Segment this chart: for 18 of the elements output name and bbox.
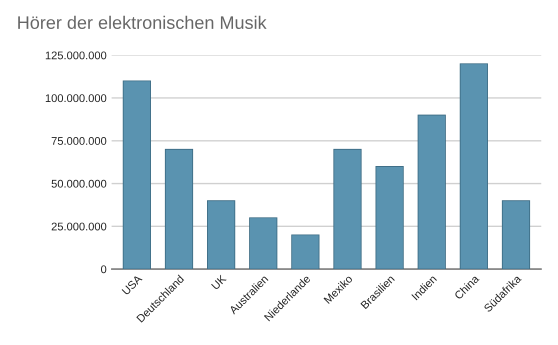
y-tick-label: 25.000.000 [52, 222, 106, 230]
bar [333, 148, 362, 270]
bar [502, 200, 530, 270]
bar [376, 166, 404, 270]
y-tick-label: 100.000.000 [46, 94, 106, 102]
bar [418, 114, 446, 270]
bar [207, 200, 236, 270]
bar [460, 63, 488, 270]
bar [122, 80, 151, 270]
y-tick-label: 75.000.000 [52, 137, 106, 145]
bar [249, 217, 278, 270]
x-tick-label: UK [211, 274, 227, 290]
y-tick-label: 125.000.000 [46, 51, 106, 60]
bar [291, 234, 320, 270]
chart-title: Hörer der elektronischen Musik [18, 16, 267, 29]
y-tick-label: 0 [100, 265, 106, 274]
bar [164, 148, 194, 270]
y-tick-label: 50.000.000 [52, 180, 106, 188]
